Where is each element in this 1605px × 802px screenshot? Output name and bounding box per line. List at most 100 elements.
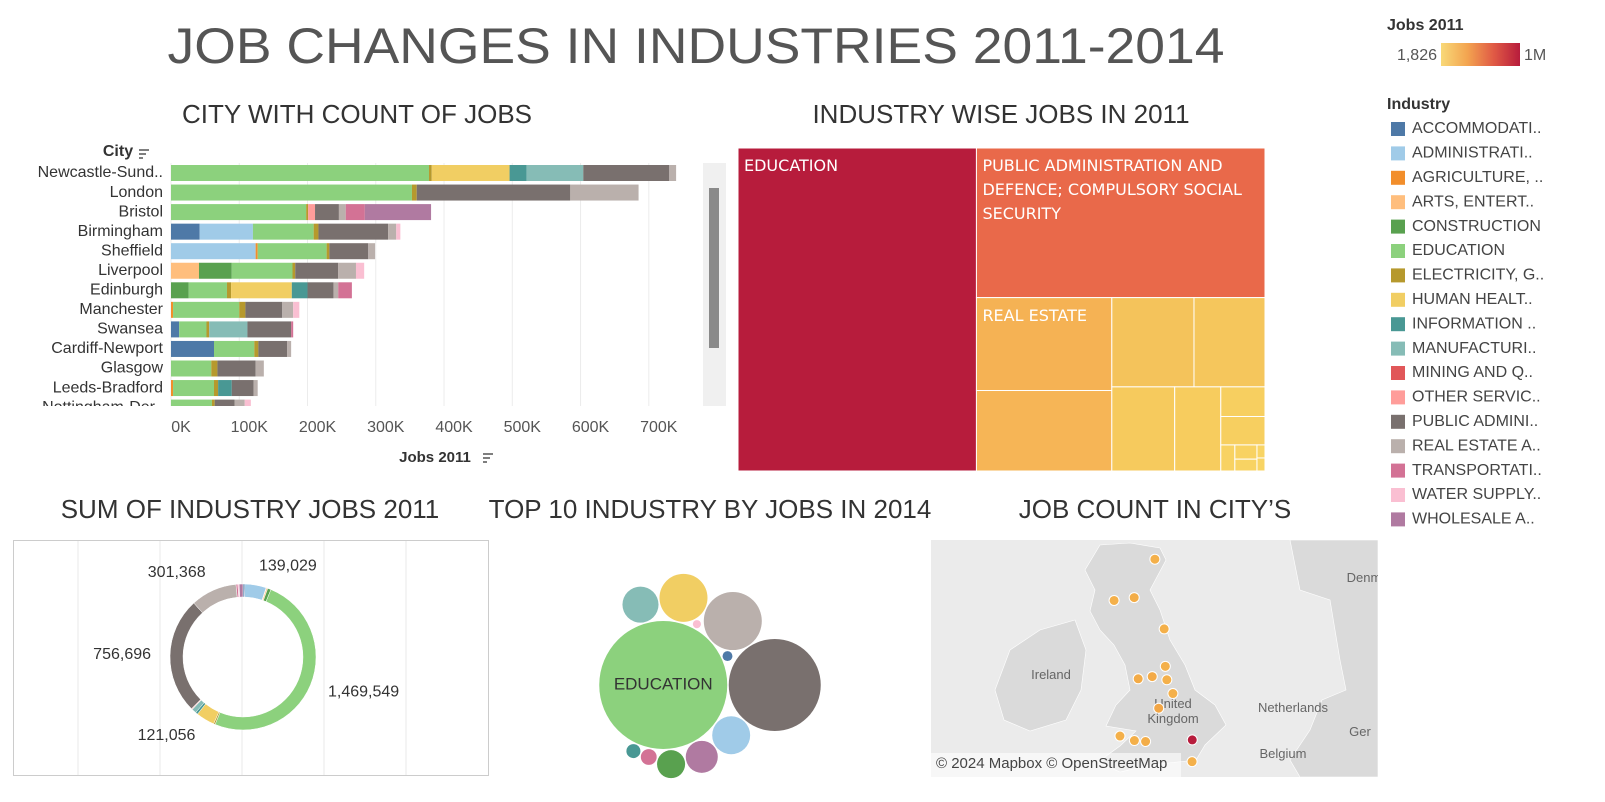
bar-segment [244,399,251,406]
treemap-label-box: PUBLIC ADMINISTRATION AND DEFENCE; COMPU… [982,156,1242,223]
color-legend-max: 1M [1524,47,1546,64]
bar-segment [338,204,346,221]
bar-segment [198,262,232,279]
color-legend-title: Jobs 2011 [1387,17,1464,34]
bar-segment [171,243,256,260]
treemap-label: EDUCATION [744,156,839,175]
y-tick-label: Liverpool [98,262,163,279]
legend-label: MINING AND Q.. [1412,364,1533,381]
place-label: Belgium [1259,746,1307,761]
bar-segment [217,360,256,377]
x-tick-label: 500K [504,419,542,436]
bar-segment [345,204,365,221]
treemap-cell [1256,457,1266,472]
x-tick-label: 200K [299,419,337,436]
bar-segment [526,165,584,181]
treemap-cell [1174,386,1222,472]
data-label: 139,029 [259,558,317,575]
legend-label: HUMAN HEALT.. [1412,291,1533,308]
bar-segment [173,301,240,318]
bar-segment [171,282,189,299]
bar-segment [179,321,207,338]
treemap-cell [1256,444,1266,459]
bar-segment [570,184,639,201]
legend-swatch [1391,244,1405,258]
scroll-thumb[interactable] [709,188,719,348]
x-tick-label: 0K [171,419,191,436]
bar-segment [214,380,219,397]
legend-swatch [1391,292,1405,307]
bubble [692,620,701,629]
chart-title-box: TOP 10 INDUSTRY BY JOBS IN 2014 [488,494,932,524]
bar-segment [253,380,258,397]
bar-segment [318,223,389,240]
treemap-label: PUBLIC ADMINISTRATION AND DEFENCE; COMPU… [982,156,1242,223]
bar-segment [214,340,255,357]
bar-segment [171,223,200,240]
treemap-cell [1220,444,1236,472]
map[interactable]: Ireland United Kingdom Netherlands Belgium D… [931,540,1394,780]
x-tick-label: 400K [435,419,473,436]
legend-swatch [1391,512,1405,527]
bar-segment [416,184,571,201]
bar-segment [254,340,259,357]
y-tick-label: Manchester [79,301,163,318]
bar-segment [509,165,527,181]
place-label-box: Denm [1346,570,1382,585]
city-point [1114,730,1126,742]
bar-segment [333,282,339,299]
bubble [728,639,821,732]
y-tick-label: Bristol [119,203,163,220]
legend-swatch [1391,317,1405,332]
donut-slice [238,583,244,598]
legend-swatch [1391,390,1405,405]
y-tick-label: Birmingham [78,223,163,240]
chart-title: TOP 10 INDUSTRY BY JOBS IN 2014 [488,494,932,524]
legend-label: MANUFACTURI.. [1412,340,1536,357]
sort-icon [139,149,149,159]
chart-title-box: SUM OF INDUSTRY JOBS 2011 [61,494,440,524]
legend-label: AGRICULTURE, .. [1412,169,1543,186]
bar-segment [388,223,397,240]
bar-segment [209,321,248,338]
y-tick-label: Glasgow [101,360,164,377]
legend-label: PUBLIC ADMINI.. [1412,413,1538,430]
bar-segment [255,243,258,260]
x-tick-label: 300K [367,419,405,436]
bar-segment [211,360,218,377]
bar-segment [171,380,174,397]
place-label: Denm [1346,570,1382,585]
bar-segment [291,321,294,338]
legend-label: ARTS, ENTERT.. [1412,193,1534,210]
legend-swatch [1391,341,1405,356]
x-axis-label: Jobs 2011 [399,449,471,466]
bar-segment [329,243,369,260]
legend-swatch [1391,414,1405,429]
data-label: 121,056 [138,727,196,744]
legend-swatch [1391,463,1405,478]
data-label: 301,368 [148,564,206,581]
bar-segment [287,340,292,357]
city-point [1149,553,1161,565]
bar-segment [411,184,417,201]
bar-segment [257,243,327,260]
legend-label: ADMINISTRATI.. [1412,145,1533,162]
city-point [1158,623,1170,635]
bar-segment [171,262,199,279]
city-point [1167,688,1179,700]
y-tick-label: Swansea [97,321,163,338]
legend-label: REAL ESTATE A.. [1412,437,1541,454]
bar-segment [231,282,292,299]
city-point [1153,702,1165,714]
bar-segment [247,321,292,338]
legend-label: EDUCATION [1412,242,1505,259]
treemap-cell [975,147,1266,299]
treemap-cell [1111,386,1176,472]
bar-segment [245,301,283,318]
dashboard-title: JOB CHANGES IN INDUSTRIES 2011-2014 [168,18,1225,74]
legend-swatch [1391,219,1405,234]
treemap-cell [975,389,1113,472]
bar-segment [211,399,215,406]
bar-segment [226,282,232,299]
treemap-cell [975,297,1113,391]
